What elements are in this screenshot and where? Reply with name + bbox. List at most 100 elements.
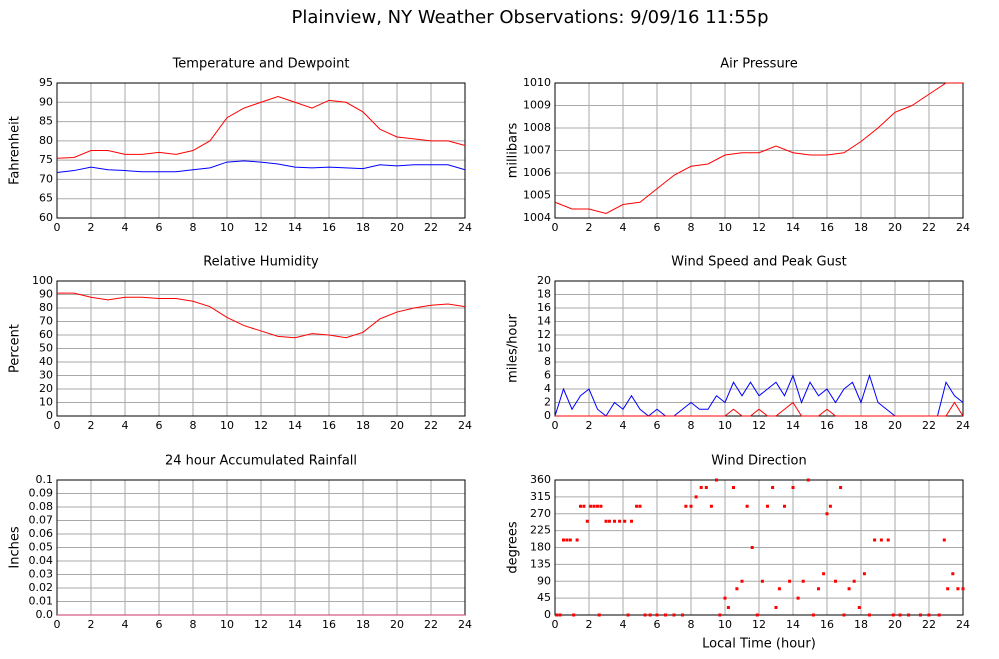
data-point bbox=[755, 613, 759, 617]
y-tick-label: 18 bbox=[537, 288, 551, 301]
x-tick-label: 24 bbox=[458, 419, 472, 432]
data-point bbox=[565, 538, 569, 542]
plot-frame bbox=[554, 280, 964, 417]
x-tick-label: 24 bbox=[458, 221, 472, 234]
y-tick-label: 90 bbox=[39, 95, 53, 108]
y-tick-label: 65 bbox=[39, 192, 53, 205]
data-point bbox=[572, 613, 576, 617]
y-tick-label: 180 bbox=[530, 541, 551, 554]
x-tick-label: 4 bbox=[620, 618, 627, 631]
data-point bbox=[592, 504, 596, 508]
x-tick-label: 2 bbox=[88, 618, 95, 631]
data-point bbox=[817, 587, 820, 591]
data-point bbox=[783, 504, 786, 508]
y-tick-label: 0.01 bbox=[29, 595, 54, 608]
x-tick-label: 24 bbox=[956, 419, 970, 432]
y-tick-label: 45 bbox=[537, 591, 551, 604]
x-tick-label: 20 bbox=[888, 618, 902, 631]
x-tick-label: 4 bbox=[122, 419, 129, 432]
data-point bbox=[801, 579, 805, 583]
data-point bbox=[596, 504, 599, 508]
data-point bbox=[847, 587, 851, 591]
y-tick-label: 270 bbox=[530, 507, 551, 520]
y-axis-label: Fahrenheit bbox=[8, 116, 23, 185]
data-point bbox=[684, 504, 688, 508]
x-tick-label: 22 bbox=[424, 221, 438, 234]
y-axis-label: miles/hour bbox=[506, 313, 521, 382]
x-tick-label: 6 bbox=[156, 221, 163, 234]
chart-title: Air Pressure bbox=[720, 57, 798, 72]
chart-title: 24 hour Accumulated Rainfall bbox=[165, 454, 357, 469]
data-point bbox=[873, 538, 877, 542]
data-point bbox=[585, 519, 589, 523]
data-point bbox=[788, 579, 792, 583]
data-point bbox=[718, 613, 722, 617]
chart-title: Wind Speed and Peak Gust bbox=[671, 255, 846, 270]
data-point bbox=[862, 572, 866, 576]
x-tick-label: 2 bbox=[586, 419, 593, 432]
plot-frame bbox=[554, 82, 964, 219]
y-tick-label: 80 bbox=[39, 301, 53, 314]
y-tick-label: 20 bbox=[537, 274, 551, 287]
y-tick-label: 0.07 bbox=[29, 514, 54, 527]
data-line bbox=[56, 95, 466, 159]
data-point bbox=[568, 538, 572, 542]
x-tick-label: 20 bbox=[888, 221, 902, 234]
chart-title: Temperature and Dewpoint bbox=[172, 57, 350, 72]
x-tick-label: 22 bbox=[922, 419, 936, 432]
x-tick-label: 14 bbox=[786, 419, 800, 432]
x-tick-label: 8 bbox=[190, 221, 197, 234]
x-tick-label: 16 bbox=[820, 618, 834, 631]
data-point bbox=[562, 538, 565, 542]
data-point bbox=[655, 613, 659, 617]
x-tick-label: 22 bbox=[424, 419, 438, 432]
data-point bbox=[579, 504, 582, 508]
y-tick-label: 1009 bbox=[523, 99, 551, 112]
x-tick-label: 16 bbox=[322, 618, 336, 631]
data-point bbox=[604, 519, 608, 523]
data-point bbox=[750, 546, 754, 549]
x-tick-label: 10 bbox=[718, 618, 732, 631]
y-tick-label: 10 bbox=[39, 396, 53, 409]
x-tick-label: 10 bbox=[220, 618, 234, 631]
data-point bbox=[842, 613, 846, 617]
x-tick-label: 10 bbox=[220, 419, 234, 432]
y-tick-label: 0.05 bbox=[29, 541, 54, 554]
y-tick-label: 95 bbox=[39, 76, 53, 89]
x-tick-label: 6 bbox=[654, 221, 661, 234]
data-point bbox=[648, 613, 652, 617]
x-tick-label: 10 bbox=[718, 221, 732, 234]
data-point bbox=[811, 613, 815, 617]
y-tick-label: 0.0 bbox=[36, 608, 54, 621]
x-tick-label: 22 bbox=[922, 618, 936, 631]
x-tick-label: 12 bbox=[254, 618, 268, 631]
x-tick-label: 12 bbox=[752, 419, 766, 432]
y-tick-label: 1008 bbox=[523, 121, 551, 134]
data-point bbox=[623, 519, 627, 523]
y-tick-label: 1010 bbox=[523, 76, 551, 89]
data-point bbox=[575, 538, 579, 542]
data-point bbox=[704, 486, 708, 489]
data-point bbox=[635, 504, 639, 508]
data-point bbox=[599, 504, 603, 508]
y-tick-label: 75 bbox=[39, 153, 53, 166]
data-point bbox=[791, 486, 795, 489]
chart-title: Relative Humidity bbox=[203, 255, 319, 270]
y-tick-label: 0.09 bbox=[29, 487, 54, 500]
x-tick-label: 20 bbox=[390, 419, 404, 432]
y-tick-label: 2 bbox=[544, 396, 551, 409]
data-line bbox=[56, 160, 466, 173]
data-point bbox=[630, 519, 633, 523]
x-tick-label: 14 bbox=[288, 618, 302, 631]
x-tick-label: 8 bbox=[190, 618, 197, 631]
y-tick-label: 4 bbox=[544, 382, 551, 395]
y-tick-label: 50 bbox=[39, 342, 53, 355]
y-tick-label: 0 bbox=[544, 409, 551, 422]
y-tick-label: 30 bbox=[39, 369, 53, 382]
x-tick-label: 20 bbox=[390, 618, 404, 631]
y-tick-label: 0.02 bbox=[29, 581, 54, 594]
y-tick-label: 90 bbox=[39, 288, 53, 301]
y-axis-label: Inches bbox=[8, 526, 23, 568]
data-point bbox=[626, 613, 630, 617]
data-point bbox=[857, 606, 861, 609]
